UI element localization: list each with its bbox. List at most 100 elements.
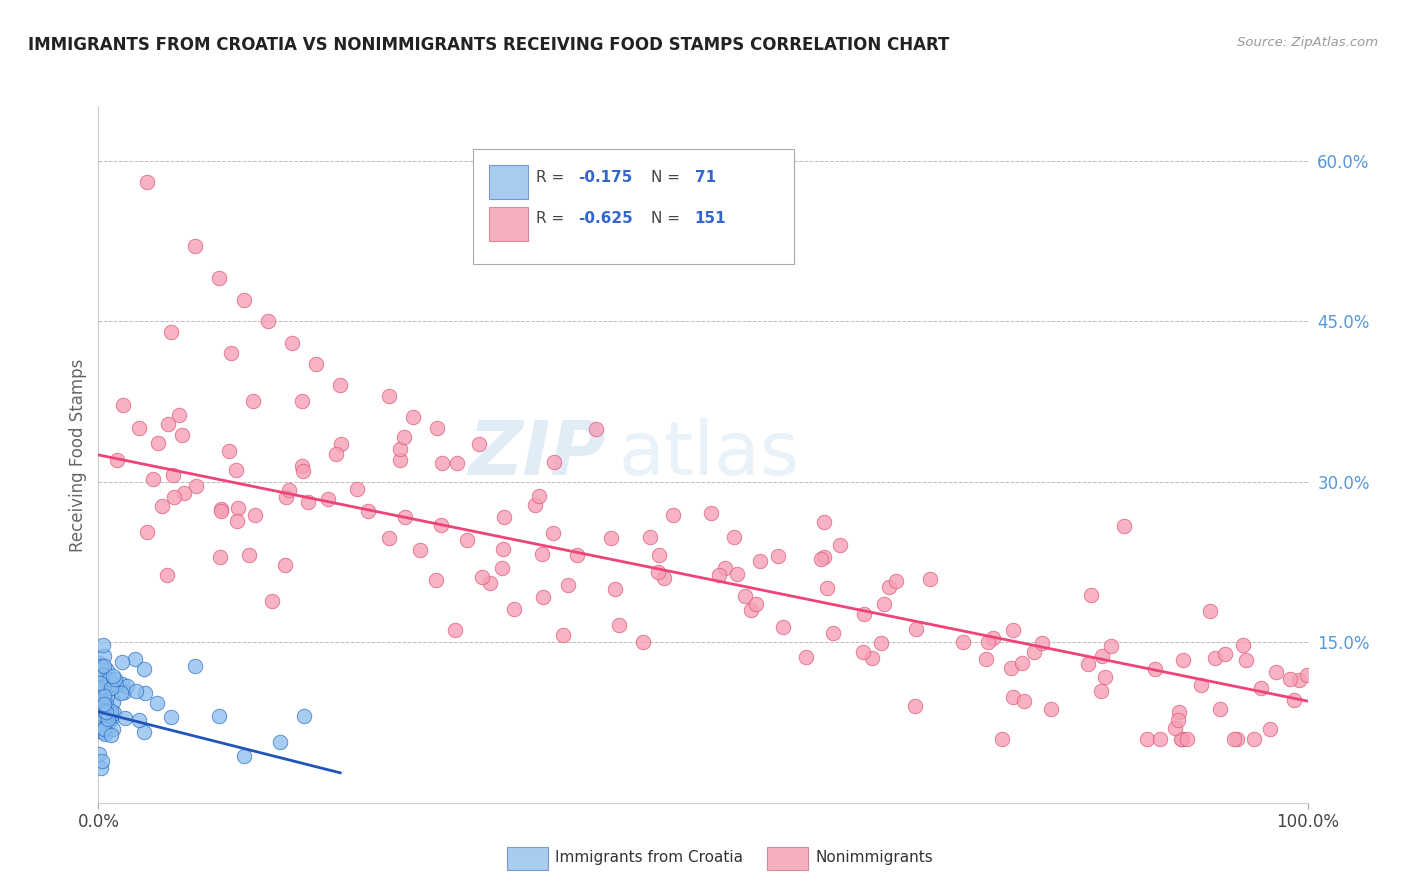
Point: [160, 325, 183, 339]
Point: [163, 491, 186, 505]
Point: [503, 602, 526, 616]
Point: [1094, 669, 1116, 683]
Point: [1258, 722, 1281, 736]
Point: [269, 734, 291, 748]
Point: [494, 510, 516, 524]
Point: [1199, 604, 1222, 618]
Y-axis label: Receiving Food Stamps: Receiving Food Stamps: [69, 359, 87, 551]
Text: R =: R =: [536, 211, 569, 227]
Point: [813, 515, 835, 529]
Point: [93, 648, 115, 663]
Point: [97, 673, 120, 687]
Point: [1278, 672, 1301, 686]
Point: [479, 575, 502, 590]
Point: [117, 679, 139, 693]
Point: [91, 721, 114, 735]
Point: [1171, 731, 1194, 746]
Point: [873, 597, 896, 611]
Point: [471, 570, 494, 584]
Point: [700, 506, 723, 520]
Point: [93, 727, 115, 741]
Point: [468, 437, 491, 451]
Text: Nonimmigrants: Nonimmigrants: [815, 849, 934, 864]
Point: [243, 508, 266, 522]
Point: [160, 709, 183, 723]
Point: [93, 697, 115, 711]
Point: [346, 483, 368, 497]
Point: [90, 761, 112, 775]
Point: [142, 471, 165, 485]
Point: [96, 689, 118, 703]
Point: [1243, 731, 1265, 746]
Point: [1167, 714, 1189, 728]
Point: [104, 672, 127, 686]
Point: [1213, 647, 1236, 661]
Point: [325, 447, 347, 461]
Point: [134, 725, 156, 739]
Point: [648, 549, 671, 563]
Point: [1077, 657, 1099, 671]
Point: [297, 494, 319, 508]
Point: [1222, 731, 1244, 746]
Point: [156, 417, 179, 432]
Point: [1175, 731, 1198, 746]
Point: [723, 530, 745, 544]
Point: [1225, 731, 1247, 746]
Point: [146, 436, 169, 450]
Point: [228, 501, 250, 516]
Text: atlas: atlas: [619, 418, 800, 491]
Point: [904, 699, 927, 714]
Point: [98, 706, 121, 720]
Point: [112, 685, 135, 699]
Point: [103, 706, 125, 720]
Point: [1000, 661, 1022, 675]
Point: [156, 568, 179, 582]
Point: [557, 578, 579, 592]
Point: [87, 747, 110, 761]
Point: [278, 483, 301, 497]
Point: [96, 663, 118, 677]
Point: [640, 530, 662, 544]
Point: [1232, 638, 1254, 652]
Point: [89, 676, 111, 690]
Point: [112, 398, 135, 412]
Text: R =: R =: [536, 169, 569, 185]
Point: [794, 649, 817, 664]
Point: [1002, 690, 1025, 704]
Point: [256, 314, 278, 328]
Point: [100, 681, 122, 696]
Point: [330, 437, 353, 451]
Point: [740, 603, 762, 617]
Text: ZIP: ZIP: [470, 418, 606, 491]
Point: [1022, 645, 1045, 659]
Point: [209, 504, 232, 518]
Point: [603, 582, 626, 597]
Point: [242, 393, 264, 408]
Point: [132, 662, 155, 676]
Point: [91, 725, 114, 739]
Point: [100, 728, 122, 742]
Point: [766, 549, 789, 563]
Point: [93, 723, 115, 737]
Point: [94, 721, 117, 735]
Text: 151: 151: [695, 211, 725, 227]
Point: [329, 378, 352, 392]
Point: [1090, 683, 1112, 698]
Point: [97, 712, 120, 726]
Point: [1091, 649, 1114, 664]
Point: [772, 620, 794, 634]
Point: [1136, 731, 1159, 746]
Point: [886, 574, 908, 588]
Point: [607, 618, 630, 632]
Point: [1234, 653, 1257, 667]
Point: [162, 467, 184, 482]
Point: [356, 503, 378, 517]
Point: [813, 550, 835, 565]
Point: [94, 673, 117, 688]
Point: [725, 566, 748, 581]
Point: [1114, 519, 1136, 533]
Point: [1011, 656, 1033, 670]
Point: [531, 547, 554, 561]
Point: [388, 453, 411, 467]
Point: [1250, 681, 1272, 695]
